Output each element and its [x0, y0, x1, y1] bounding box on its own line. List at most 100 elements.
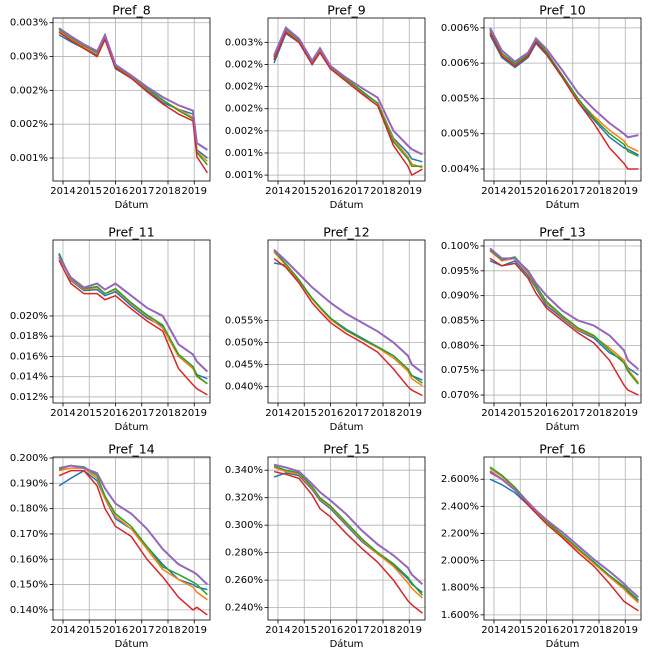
y-tick-label: 0.014% [10, 372, 48, 383]
series-line [58, 30, 208, 162]
y-tick-label: 0.160% [10, 554, 48, 565]
x-tick-label: 2015 [77, 408, 102, 419]
x-tick-label: 2017 [344, 186, 369, 197]
x-tick-label: 2019 [613, 625, 638, 636]
x-tick-label: 2016 [534, 625, 559, 636]
x-tick-label: 2019 [182, 186, 207, 197]
series-line [58, 31, 208, 174]
y-tick-label: 0.002% [10, 85, 48, 96]
y-tick-label: 0.100% [441, 241, 479, 252]
x-tick-label: 2014 [265, 408, 290, 419]
y-tick-label: 0.095% [441, 266, 479, 277]
x-tick-label: 2019 [182, 408, 207, 419]
x-tick-label: 2016 [103, 625, 128, 636]
x-axis-label: Dátum [546, 421, 580, 433]
x-tick-label: 2014 [50, 408, 75, 419]
y-tick-label: 0.085% [441, 316, 479, 327]
series-line [58, 27, 208, 151]
series-line [489, 471, 639, 612]
x-axis-label: Dátum [115, 638, 149, 650]
chart-title: Pref_15 [323, 442, 369, 457]
chart-title: Pref_12 [323, 225, 369, 240]
axes-frame [52, 456, 211, 621]
series-line [273, 472, 423, 594]
x-axis-label: Dátum [330, 638, 364, 650]
series-line [58, 259, 208, 396]
chart-title: Pref_11 [108, 225, 154, 240]
x-tick-label: 2019 [182, 625, 207, 636]
subplot: 2014 2015 2016 2017 2018 2019 0.070% 0.075% 0.08… [441, 225, 642, 433]
y-tick-label: 0.020% [10, 311, 48, 322]
series-line [273, 248, 423, 374]
y-tick-label: 0.018% [10, 331, 48, 342]
plot-lines [58, 27, 208, 174]
subplot: 2014 2015 2016 2017 2018 2019 1.600% 1.800% 2.00… [441, 442, 642, 650]
x-tick-label: 2015 [292, 186, 317, 197]
series-line [273, 257, 423, 397]
x-axis-label: Dátum [546, 199, 580, 211]
axes-frame [483, 239, 642, 404]
y-tick-label: 1.800% [441, 583, 479, 594]
subplot: 2014 2015 2016 2017 2018 2019 0.001% 0.001% 0.00… [225, 3, 426, 211]
series-line [273, 30, 423, 177]
series-line [273, 25, 423, 156]
series-line [489, 257, 639, 396]
series-line [489, 34, 639, 156]
x-tick-label: 2016 [318, 625, 343, 636]
x-tick-label: 2016 [534, 186, 559, 197]
x-tick-label: 2017 [560, 625, 585, 636]
x-tick-label: 2016 [103, 186, 128, 197]
y-tick-label: 0.140% [10, 605, 48, 616]
series-line [489, 29, 639, 157]
x-tick-label: 2014 [265, 186, 290, 197]
x-tick-label: 2018 [370, 186, 395, 197]
x-tick-label: 2019 [613, 408, 638, 419]
x-axis-label: Dátum [330, 421, 364, 433]
subplot: 2014 2015 2016 2017 2018 2019 0.012% 0.014% 0.01… [10, 225, 211, 433]
series-line [58, 254, 208, 385]
y-tick-label: 0.001% [10, 153, 48, 164]
y-tick-label: 0.280% [225, 548, 263, 559]
x-tick-label: 2018 [155, 625, 180, 636]
x-tick-label: 2019 [613, 186, 638, 197]
subplot: 2014 2015 2016 2017 2018 2019 0.040% 0.045% 0.05… [225, 225, 426, 433]
x-tick-label: 2019 [397, 186, 422, 197]
x-tick-label: 2014 [50, 186, 75, 197]
plot-lines [273, 463, 424, 614]
x-tick-label: 2015 [292, 625, 317, 636]
subplot: 2014 2015 2016 2017 2018 2019 0.140% 0.150% 0.16… [10, 442, 211, 650]
y-tick-label: 0.170% [10, 529, 48, 540]
subplot: 2014 2015 2016 2017 2018 2019 0.001% 0.002% 0.00… [10, 3, 211, 211]
axes-frame [267, 456, 426, 621]
plot-lines [58, 252, 209, 396]
y-tick-label: 1.600% [441, 610, 479, 621]
x-tick-label: 2016 [318, 408, 343, 419]
x-tick-label: 2018 [370, 625, 395, 636]
y-tick-label: 0.002% [225, 59, 263, 70]
y-tick-label: 0.001% [225, 148, 263, 159]
y-tick-label: 0.090% [441, 291, 479, 302]
chart-title: Pref_8 [112, 3, 151, 18]
axes-frame [267, 17, 426, 182]
chart-title: Pref_16 [539, 442, 585, 457]
x-tick-label: 2014 [265, 625, 290, 636]
x-tick-label: 2019 [397, 625, 422, 636]
x-tick-label: 2015 [508, 625, 533, 636]
y-tick-label: 0.003% [225, 37, 263, 48]
x-tick-label: 2018 [586, 186, 611, 197]
x-tick-label: 2017 [129, 408, 154, 419]
x-tick-label: 2015 [77, 625, 102, 636]
y-tick-label: 0.006% [441, 23, 479, 34]
series-line [273, 463, 424, 586]
series-line [58, 28, 208, 166]
series-line [489, 470, 640, 598]
y-tick-label: 0.320% [225, 493, 263, 504]
y-tick-label: 0.005% [441, 93, 479, 104]
x-tick-label: 2018 [155, 186, 180, 197]
x-tick-label: 2018 [370, 408, 395, 419]
x-tick-label: 2017 [560, 408, 585, 419]
y-tick-label: 0.150% [10, 580, 48, 591]
x-tick-label: 2016 [534, 408, 559, 419]
y-tick-label: 0.260% [225, 575, 263, 586]
y-tick-label: 0.340% [225, 465, 263, 476]
